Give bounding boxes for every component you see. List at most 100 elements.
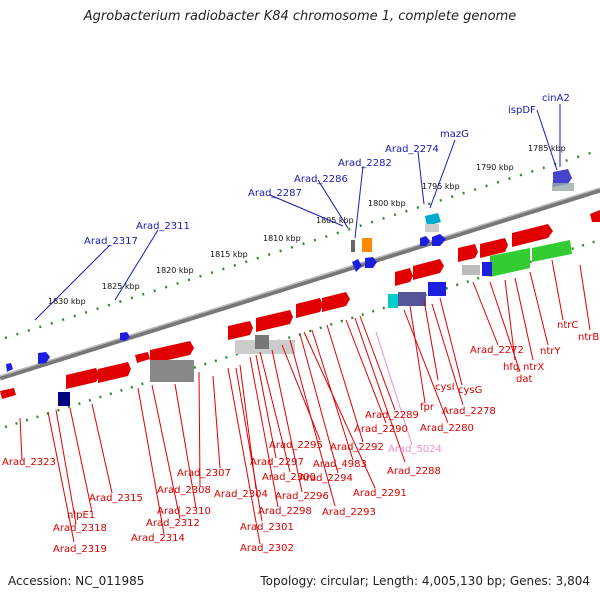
genome-title: Agrobacterium radiobacter K84 chromosome… [83, 9, 517, 24]
gene-label: Arad_2289 [365, 410, 419, 421]
gene-box [425, 224, 439, 232]
gene-label: Arad_2312 [146, 518, 200, 529]
gene-box [362, 238, 372, 252]
gene-block [428, 282, 446, 296]
gene-label: ntrY [540, 346, 561, 357]
gene-label: Arad_2298 [258, 506, 312, 517]
gene-label: ntrX [523, 362, 544, 373]
gene-arrow [480, 238, 508, 258]
gene-block [462, 265, 480, 275]
gene-label: Arad_2323 [2, 457, 56, 468]
gene-label: cysI [435, 382, 455, 393]
scale-tick-label: 1820 kbp [156, 266, 194, 275]
top-gene-labels: cinA2 ispDF mazG Arad_2274 Arad_2282 Ara… [84, 93, 570, 247]
gene-label-pseudo: Arad_5024 [388, 444, 442, 455]
gene-label: hfq [503, 362, 519, 373]
scale-tick-label: 1795 kbp [422, 182, 460, 191]
gene-arrow [395, 268, 413, 286]
scale-tick-label: 1815 kbp [210, 250, 248, 259]
reverse-strand-genes [6, 169, 574, 372]
gene-block [255, 335, 269, 349]
pseudo-leader-line [375, 331, 413, 446]
gene-label: Arad_2302 [240, 543, 294, 554]
gene-label: Arad_2274 [385, 144, 439, 155]
gene-label: Arad_2314 [131, 533, 185, 544]
gene-label: Arad_2282 [338, 158, 392, 169]
gene-label: ntrB [578, 332, 599, 343]
gene-arrow [432, 234, 446, 246]
gene-label: Arad_2292 [330, 442, 384, 453]
gene-label: Arad_4983 [313, 459, 367, 470]
gene-arrow [6, 363, 13, 372]
gene-arrow [98, 362, 131, 383]
gene-arrow [365, 257, 377, 268]
gene-label: Arad_2272 [470, 345, 524, 356]
gene-block [388, 294, 398, 308]
gene-block [490, 248, 530, 277]
gene-label: Arad_2301 [240, 522, 294, 533]
scale-tick-label: 1830 kbp [48, 297, 86, 306]
gene-arrow [413, 259, 444, 280]
feature-blocks [58, 240, 572, 406]
gene-label: Arad_2286 [294, 174, 348, 185]
gene-label: Arad_2310 [157, 506, 211, 517]
gene-arrow [256, 310, 293, 332]
topology-text: Topology: circular; Length: 4,005,130 bp… [260, 574, 590, 588]
gene-arrow [228, 321, 253, 340]
top-leader-lines [34, 104, 561, 321]
gene-label: Arad_2278 [442, 406, 496, 417]
gene-arrow [322, 292, 350, 312]
gene-label: Arad_2295 [269, 440, 323, 451]
gene-arrow [38, 352, 50, 364]
gene-label: Arad_2318 [53, 523, 107, 534]
gene-label: Arad_2293 [322, 507, 376, 518]
gene-label: Arad_2296 [275, 491, 329, 502]
gene-label: Arad_2300 [262, 472, 316, 483]
gene-label: dat [516, 374, 532, 385]
gene-label: Arad_2319 [53, 544, 107, 555]
gene-arrow [512, 224, 553, 247]
scale-tick-label: 1810 kbp [263, 234, 301, 243]
gene-label: Arad_2297 [250, 457, 304, 468]
bottom-leader-lines [19, 259, 591, 545]
gene-label: Arad_2294 [299, 473, 353, 484]
scale-tick-label: 1785 kbp [528, 144, 566, 153]
gene-label: ntrC [557, 320, 578, 331]
gene-label: Arad_2288 [387, 466, 441, 477]
gene-arrow [0, 388, 16, 399]
gene-label: Arad_2291 [353, 488, 407, 499]
gene-box [552, 183, 574, 191]
gene-label: cinA2 [542, 93, 570, 104]
scale-tick-label: 1790 kbp [476, 163, 514, 172]
gene-label: Arad_2311 [136, 221, 190, 232]
gene-arrow [120, 332, 130, 341]
chromosome-backbone [0, 187, 600, 381]
forward-strand-genes [0, 210, 600, 399]
gene-label: Arad_2290 [354, 424, 408, 435]
scale-tick-label: 1825 kbp [102, 282, 140, 291]
gene-block [150, 360, 194, 382]
gene-label: nlpE1 [67, 510, 95, 521]
gene-label: Arad_2308 [157, 485, 211, 496]
accession-text: Accession: NC_011985 [8, 574, 145, 588]
gene-box [351, 240, 355, 252]
gene-arrow [420, 236, 430, 246]
gene-arrow [458, 244, 478, 262]
gene-label: cysG [458, 385, 482, 396]
scale-tick-label: 1805 kbp [316, 216, 354, 225]
bottom-gene-labels: ntrB ntrC ntrY ntrX hfq dat Arad_2272 cy… [2, 320, 599, 555]
scale-ticks: 1785 kbp 1790 kbp 1795 kbp 1800 kbp 1805… [48, 144, 566, 306]
gene-label: fpr [420, 402, 435, 413]
gene-arrow [135, 352, 150, 363]
gene-arrow [352, 259, 362, 272]
gene-label: ispDF [508, 105, 536, 116]
gene-arrow [296, 298, 323, 318]
gene-block [532, 240, 572, 262]
gene-arrow [425, 213, 441, 226]
gene-label: Arad_2307 [177, 468, 231, 479]
gene-arrow [150, 341, 194, 364]
gene-block [482, 262, 492, 276]
gene-block [398, 292, 426, 306]
scale-tick-label: 1800 kbp [368, 199, 406, 208]
